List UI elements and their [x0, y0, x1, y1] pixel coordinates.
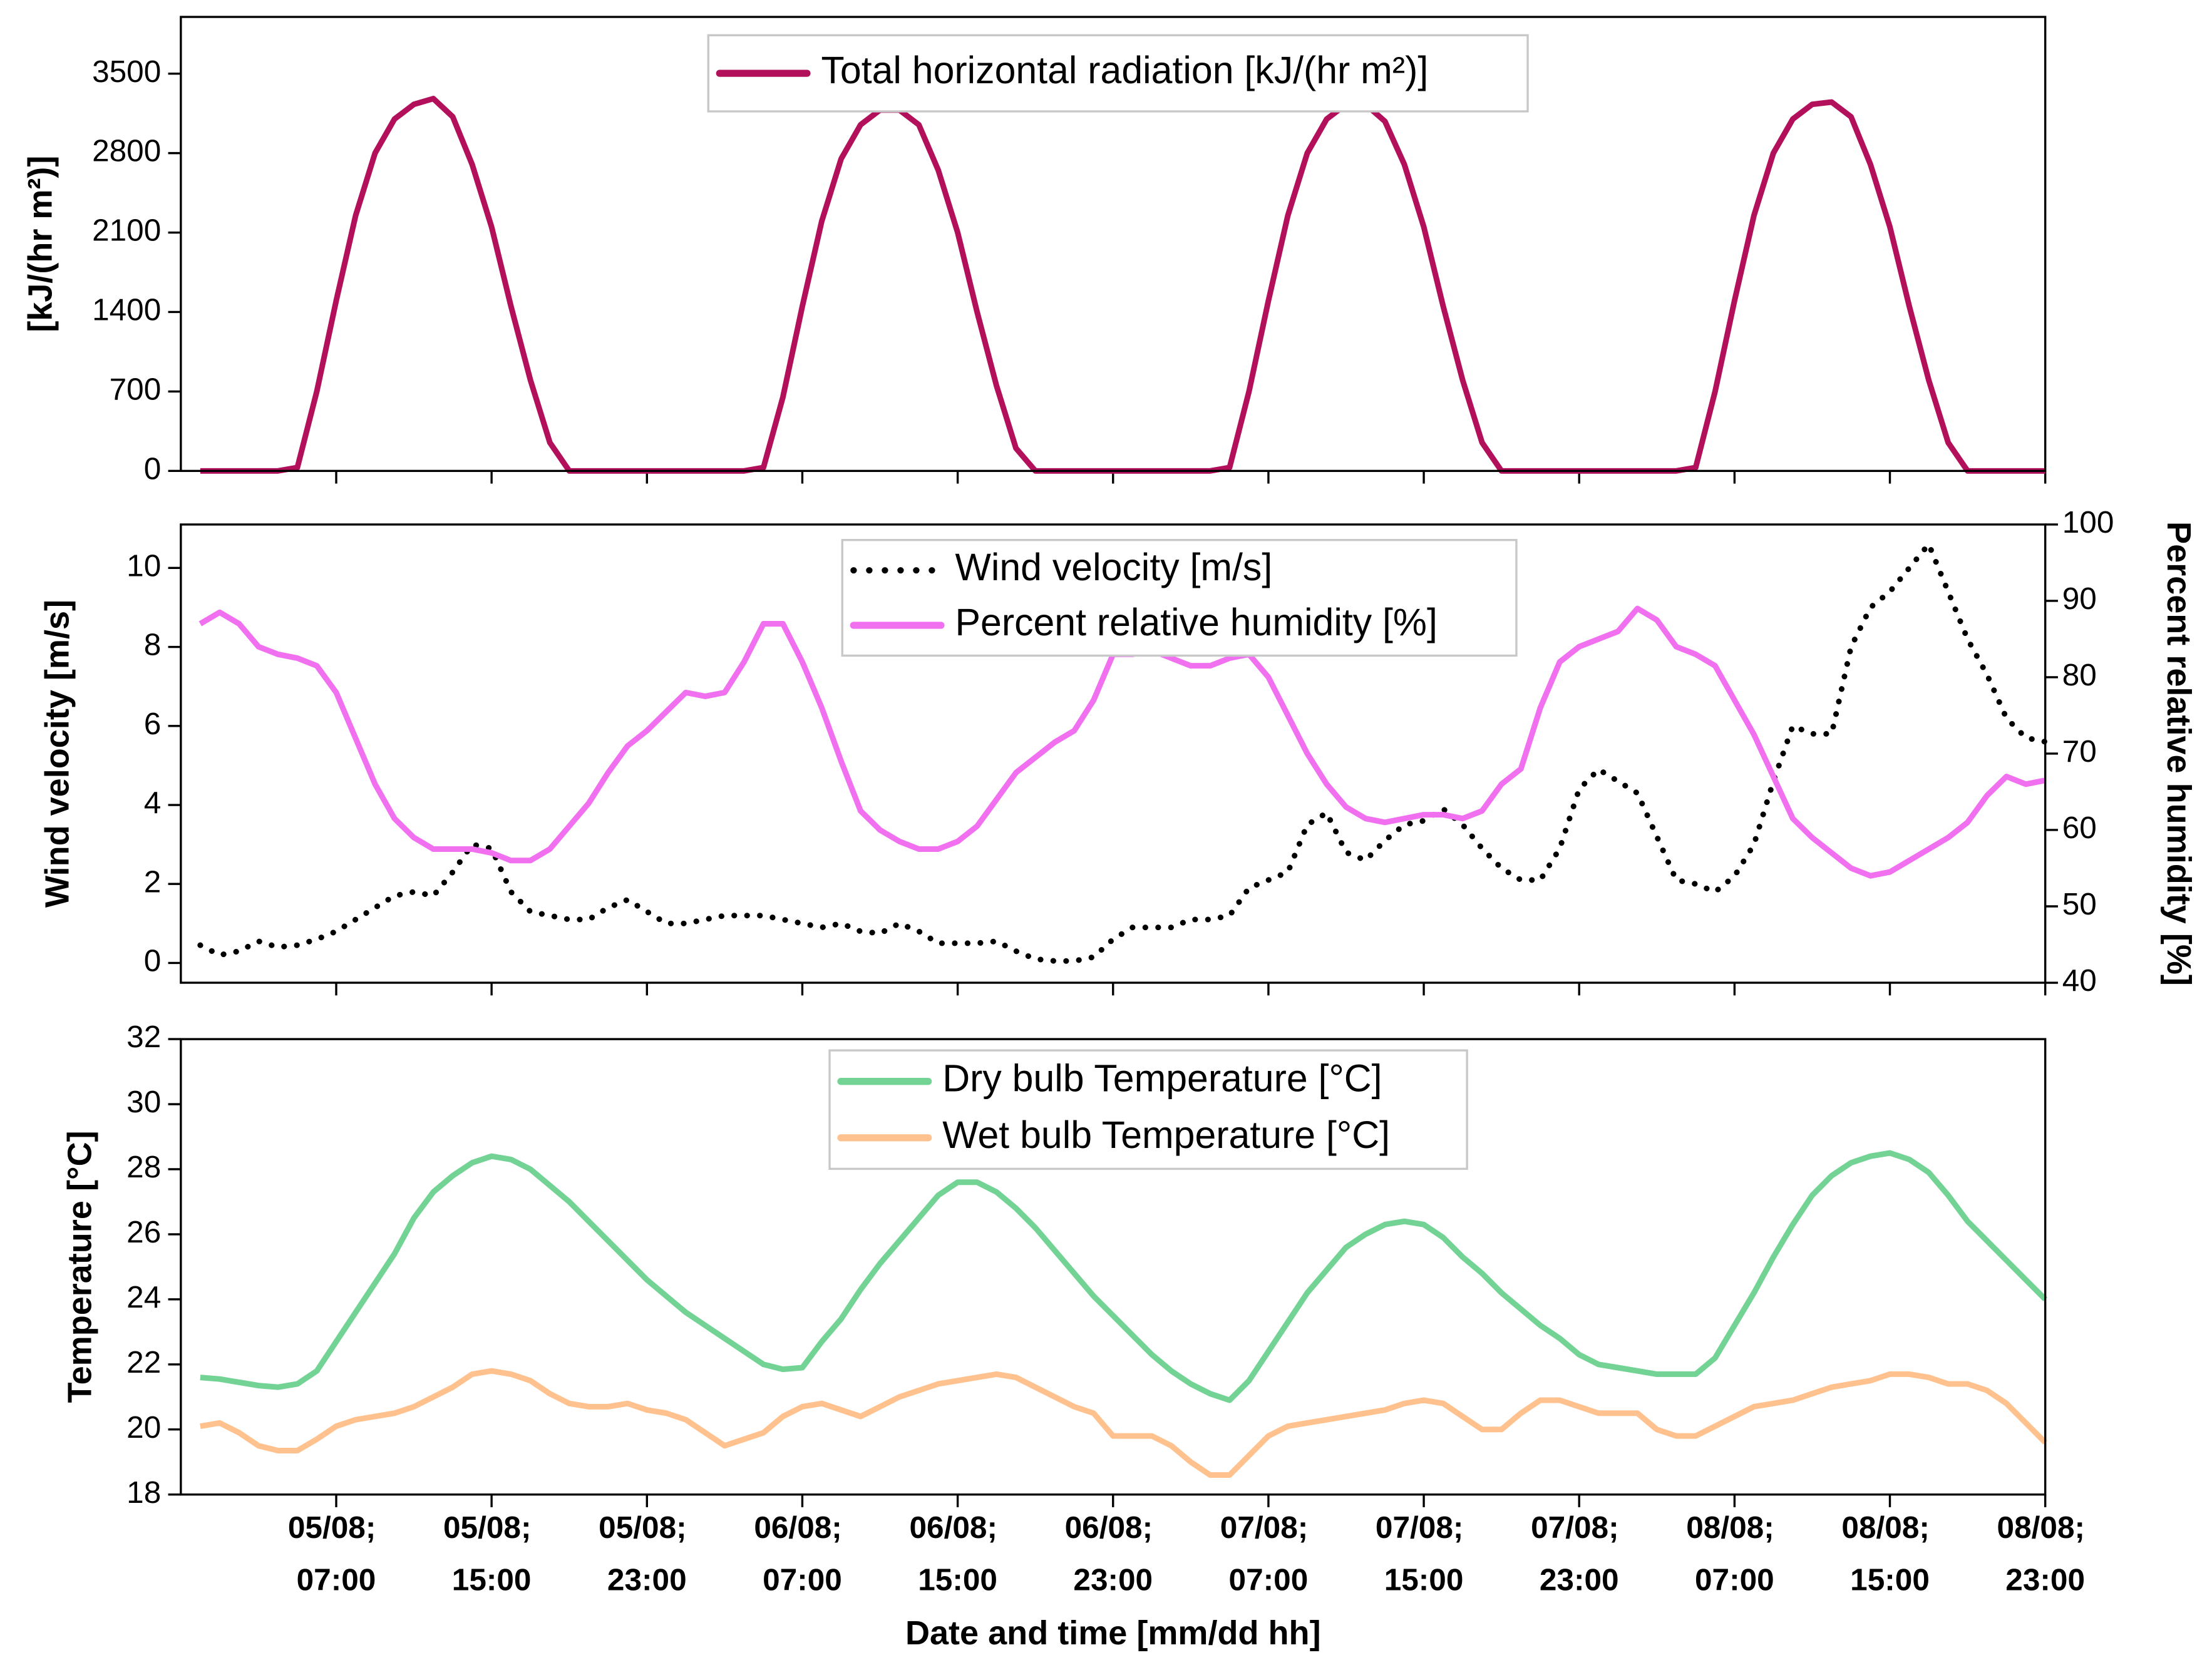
legend-label: Wind velocity [m/s] [955, 546, 1272, 588]
y-tick-label: 6 [144, 706, 162, 741]
y-tick-label: 30 [126, 1084, 161, 1119]
legend-label: Total horizontal radiation [kJ/(hr m²)] [821, 49, 1428, 91]
y-tick-label: 0 [144, 451, 162, 486]
series-line [200, 1150, 2047, 1403]
legend-box [707, 34, 1529, 113]
y-tick-label: 28 [126, 1149, 161, 1184]
legend-box [841, 539, 1518, 657]
y-tick-label: 700 [110, 372, 162, 407]
y-tick-label: 24 [126, 1279, 161, 1314]
y2-axis-title: Percent relative humidity [%] [2160, 521, 2198, 986]
x-tick-label: 05/08; 23:00 [599, 1510, 695, 1597]
legend-box [828, 1049, 1468, 1170]
y2-tick-label: 40 [2062, 963, 2097, 998]
x-tick-label: 08/08; 07:00 [1686, 1510, 1782, 1597]
y-tick-label: 32 [126, 1019, 161, 1054]
x-tick-label: 05/08; 15:00 [443, 1510, 540, 1597]
legend-label: Dry bulb Temperature [°C] [942, 1057, 1382, 1100]
y-axis-title: [kJ/(hr m²)] [21, 156, 59, 332]
y-tick-label: 22 [126, 1345, 161, 1380]
legend-label: Percent relative humidity [%] [955, 601, 1437, 643]
plot-frame [180, 1038, 2047, 1496]
y2-tick-label: 60 [2062, 810, 2097, 845]
series-line [197, 541, 2049, 964]
y2-tick-label: 50 [2062, 886, 2097, 921]
y-axis-title: Temperature [°C] [61, 1130, 98, 1403]
y-tick-label: 2100 [92, 213, 161, 248]
y-tick-label: 0 [144, 943, 162, 978]
x-tick-label: 08/08; 23:00 [1997, 1510, 2094, 1597]
y-tick-label: 4 [144, 785, 162, 820]
x-tick-label: 06/08; 23:00 [1065, 1510, 1161, 1597]
y2-tick-label: 90 [2062, 581, 2097, 616]
y-tick-label: 20 [126, 1410, 161, 1445]
panel: 0 2 4 6 8 10 40 50 60 70 80 90 100 Wind velocity [m/s… [38, 505, 2197, 998]
x-tick-label: 07/08; 15:00 [1376, 1510, 1472, 1597]
legend-label: Wet bulb Temperature [°C] [942, 1114, 1390, 1156]
plot-frame [180, 523, 2047, 984]
x-tick-label: 07/08; 07:00 [1220, 1510, 1317, 1597]
series-line [200, 1368, 2047, 1478]
y-tick-label: 8 [144, 627, 162, 662]
x-axis-title: Date and time [mm/dd hh] [905, 1614, 1321, 1652]
x-tick-label: 06/08; 15:00 [909, 1510, 1006, 1597]
y2-tick-label: 70 [2062, 734, 2097, 769]
y-tick-label: 10 [126, 548, 161, 583]
y2-tick-label: 80 [2062, 657, 2097, 692]
y-tick-label: 26 [126, 1214, 161, 1249]
panel: 0 700 1400 2100 2800 3500 Total horizontal rad… [21, 16, 2047, 486]
plot-frame [180, 16, 2047, 473]
y2-tick-label: 100 [2062, 505, 2114, 540]
y-tick-label: 1400 [92, 292, 161, 327]
panel: 18 20 22 24 26 28 30 32 05/08; 07:00 05/08; 15:00… [61, 1019, 2093, 1652]
x-tick-label: 08/08; 15:00 [1841, 1510, 1938, 1597]
x-tick-label: 07/08; 23:00 [1531, 1510, 1627, 1597]
y-tick-label: 2800 [92, 133, 161, 168]
y-axis-title: Wind velocity [m/s] [38, 600, 76, 908]
y-tick-label: 18 [126, 1475, 161, 1510]
y-tick-label: 2 [144, 864, 162, 899]
x-tick-label: 06/08; 07:00 [754, 1510, 850, 1597]
x-tick-label: 05/08; 07:00 [288, 1510, 384, 1597]
y-tick-label: 3500 [92, 54, 161, 89]
